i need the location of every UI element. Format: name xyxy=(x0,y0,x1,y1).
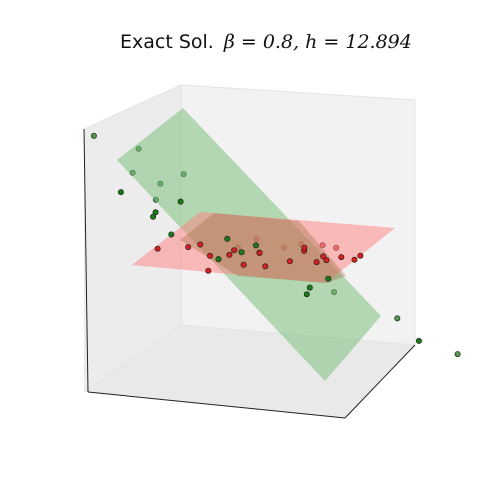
red-point xyxy=(262,263,269,270)
green-point xyxy=(90,132,97,139)
red-point xyxy=(207,252,214,259)
green-point xyxy=(224,235,231,242)
green-point xyxy=(325,275,332,282)
green-point xyxy=(152,209,159,216)
red-point xyxy=(320,253,327,260)
red-point xyxy=(286,258,293,265)
green-point xyxy=(238,249,245,256)
red-point xyxy=(231,247,238,254)
red-point xyxy=(205,267,212,274)
red-point xyxy=(240,261,247,268)
green-point xyxy=(215,256,222,263)
axis-z-line xyxy=(83,128,89,393)
red-point xyxy=(338,254,345,261)
red-point xyxy=(154,245,161,252)
red-plane xyxy=(132,212,395,283)
chart-title-math: β = 0.8, h = 12.894 xyxy=(223,31,412,53)
floor-back-left-edge xyxy=(83,324,182,393)
top-left-edge xyxy=(83,84,182,130)
axis-x-line xyxy=(87,391,346,419)
chart-title-text: Exact Sol. xyxy=(120,31,214,53)
top-right-edge xyxy=(180,84,416,101)
green-point xyxy=(168,231,175,238)
red-point xyxy=(301,244,308,251)
green-point xyxy=(394,315,401,322)
plane-overlap xyxy=(180,213,346,283)
red-point xyxy=(357,252,364,259)
red-point xyxy=(351,256,358,263)
green-point xyxy=(177,198,184,205)
green-point xyxy=(454,351,461,358)
green-point xyxy=(150,213,157,220)
red-point xyxy=(313,259,320,266)
green-point xyxy=(117,189,124,196)
red-point xyxy=(197,241,204,248)
red-point xyxy=(226,251,233,258)
chart-title: Exact Sol. β = 0.8, h = 12.894 xyxy=(120,31,412,53)
green-point xyxy=(415,337,422,344)
points-front-of-planes xyxy=(117,189,422,344)
axis-y-line xyxy=(344,344,416,419)
red-point xyxy=(185,244,192,251)
axes-edges xyxy=(83,84,416,419)
green-point xyxy=(253,242,260,249)
green-point xyxy=(306,284,313,291)
green-point xyxy=(303,291,310,298)
red-point xyxy=(256,250,263,257)
